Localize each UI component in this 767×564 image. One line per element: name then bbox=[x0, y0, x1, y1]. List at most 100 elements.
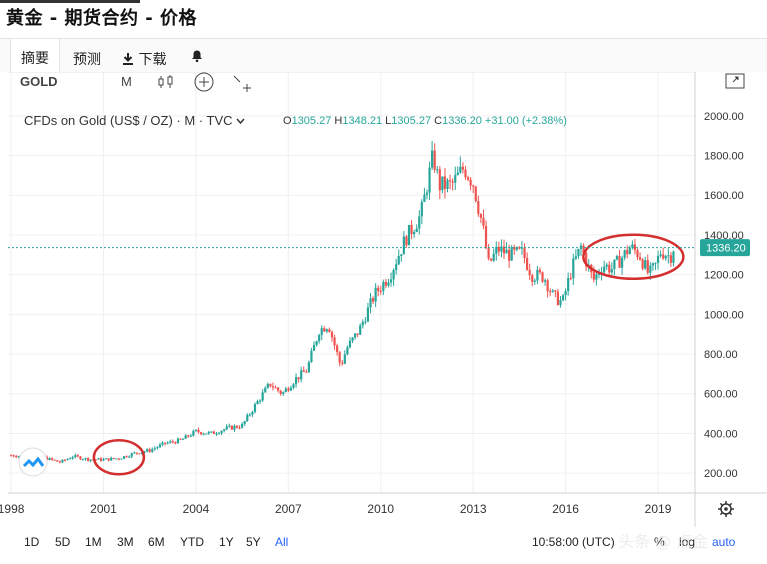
candle-body bbox=[508, 249, 511, 261]
candle-body bbox=[271, 386, 275, 388]
change-value: +31.00 (+2.38%) bbox=[484, 115, 567, 127]
add-compare-icon[interactable] bbox=[194, 72, 214, 92]
candle-body bbox=[377, 287, 380, 292]
range-all[interactable]: All bbox=[275, 535, 289, 549]
candle-body bbox=[384, 281, 388, 286]
fullscreen-icon[interactable] bbox=[725, 73, 745, 89]
candle-body bbox=[197, 429, 200, 433]
candle-body bbox=[138, 453, 141, 455]
indicators-icon[interactable] bbox=[233, 75, 251, 92]
last-price-tag bbox=[700, 239, 750, 257]
time-tick-label: 2007 bbox=[275, 502, 302, 516]
time-tick-label: 2016 bbox=[552, 502, 579, 516]
candle-body bbox=[633, 244, 637, 251]
candle-body bbox=[207, 431, 210, 434]
range-6m[interactable]: 6M bbox=[148, 535, 165, 549]
candle-body bbox=[620, 257, 624, 268]
candle-body bbox=[402, 236, 405, 255]
candles-icon[interactable] bbox=[158, 75, 173, 88]
tab-download[interactable]: 下载 bbox=[122, 49, 166, 69]
range-5d[interactable]: 5D bbox=[55, 535, 71, 549]
candle-body bbox=[74, 455, 77, 458]
candle-body bbox=[292, 384, 295, 388]
tab-forecast[interactable]: 预测 bbox=[73, 52, 101, 68]
watermark: 头条 @ 点金 bbox=[618, 532, 709, 551]
candle-body bbox=[664, 256, 667, 259]
range-1d[interactable]: 1D bbox=[24, 535, 40, 549]
candle-body bbox=[233, 425, 236, 430]
candle-body bbox=[359, 325, 362, 335]
range-ytd[interactable]: YTD bbox=[180, 535, 204, 549]
tradingview-logo bbox=[18, 447, 48, 477]
candle-body bbox=[97, 458, 100, 460]
candle-body bbox=[348, 340, 352, 348]
chevron-down-icon[interactable] bbox=[236, 118, 245, 125]
candle-body bbox=[438, 169, 441, 191]
annotation-circle bbox=[92, 439, 146, 476]
download-icon bbox=[123, 53, 133, 65]
range-1m[interactable]: 1M bbox=[85, 535, 102, 549]
candle-body bbox=[646, 260, 649, 273]
time-tick-label: 2013 bbox=[460, 502, 487, 516]
range-3m[interactable]: 3M bbox=[117, 535, 134, 549]
candle-body bbox=[81, 459, 85, 461]
candle-body bbox=[569, 278, 572, 280]
candle-body bbox=[61, 459, 64, 463]
candle-body bbox=[320, 328, 323, 336]
symbol-label[interactable]: GOLD bbox=[20, 74, 58, 89]
candle-body bbox=[533, 280, 536, 282]
last-price-label: 1336.20 bbox=[706, 243, 746, 255]
candle-body bbox=[667, 255, 670, 257]
candle-body bbox=[164, 442, 167, 444]
candle-body bbox=[328, 329, 331, 333]
bell-icon bbox=[192, 50, 202, 63]
candle-body bbox=[76, 455, 79, 457]
range-1y[interactable]: 1Y bbox=[219, 535, 234, 549]
price-chart[interactable]: 200.00 400.00 600.00 800.00 1000.00 1200.00 14… bbox=[0, 72, 767, 527]
ohlc-values: O1305.27 H1348.21 L1305.27 C1336.20 +31.… bbox=[283, 115, 567, 127]
percent-toggle[interactable]: % bbox=[654, 535, 665, 549]
candle-body bbox=[264, 387, 267, 393]
candle-body bbox=[631, 244, 634, 248]
time-tick-label: 2010 bbox=[367, 502, 394, 516]
candle-body bbox=[554, 290, 557, 292]
candle-body bbox=[448, 180, 452, 182]
log-toggle[interactable]: log bbox=[679, 535, 696, 549]
candle-body bbox=[513, 247, 516, 250]
candle-body bbox=[536, 269, 539, 281]
candle-body bbox=[15, 456, 18, 458]
candle-body bbox=[284, 388, 287, 393]
candle-body bbox=[615, 256, 619, 260]
symbol-toolbar: GOLD M bbox=[20, 72, 745, 92]
candle-body bbox=[369, 298, 372, 308]
candle-body bbox=[282, 392, 285, 394]
candle-body bbox=[456, 172, 459, 176]
candle-body bbox=[53, 459, 56, 461]
candle-body bbox=[538, 269, 542, 273]
candle-body bbox=[181, 438, 185, 440]
candle-body bbox=[669, 255, 672, 263]
candle-body bbox=[17, 456, 20, 458]
candle-body bbox=[371, 298, 375, 302]
instrument-legend[interactable]: CFDs on Gold (US$ / OZ) · M · TVC bbox=[24, 113, 245, 128]
candle-body bbox=[63, 459, 67, 461]
candle-body bbox=[410, 224, 413, 235]
range-5y[interactable]: 5Y bbox=[246, 535, 261, 549]
settings-icon[interactable] bbox=[718, 501, 734, 517]
candle-body bbox=[248, 414, 251, 416]
auto-toggle[interactable]: auto bbox=[712, 535, 736, 549]
candle-body bbox=[176, 438, 180, 444]
candle-body bbox=[603, 266, 606, 273]
candle-body bbox=[117, 458, 121, 460]
candle-body bbox=[79, 456, 82, 460]
annotations bbox=[92, 233, 685, 476]
candle-body bbox=[230, 425, 233, 430]
interval-label[interactable]: M bbox=[121, 74, 132, 89]
price-tick-label: 400.00 bbox=[704, 428, 738, 440]
price-tick-label: 1800.00 bbox=[704, 151, 744, 163]
candle-body bbox=[574, 256, 577, 259]
candle-body bbox=[297, 377, 300, 380]
candle-body bbox=[86, 457, 90, 461]
candle-body bbox=[592, 272, 595, 280]
tab-alerts[interactable] bbox=[190, 49, 204, 67]
